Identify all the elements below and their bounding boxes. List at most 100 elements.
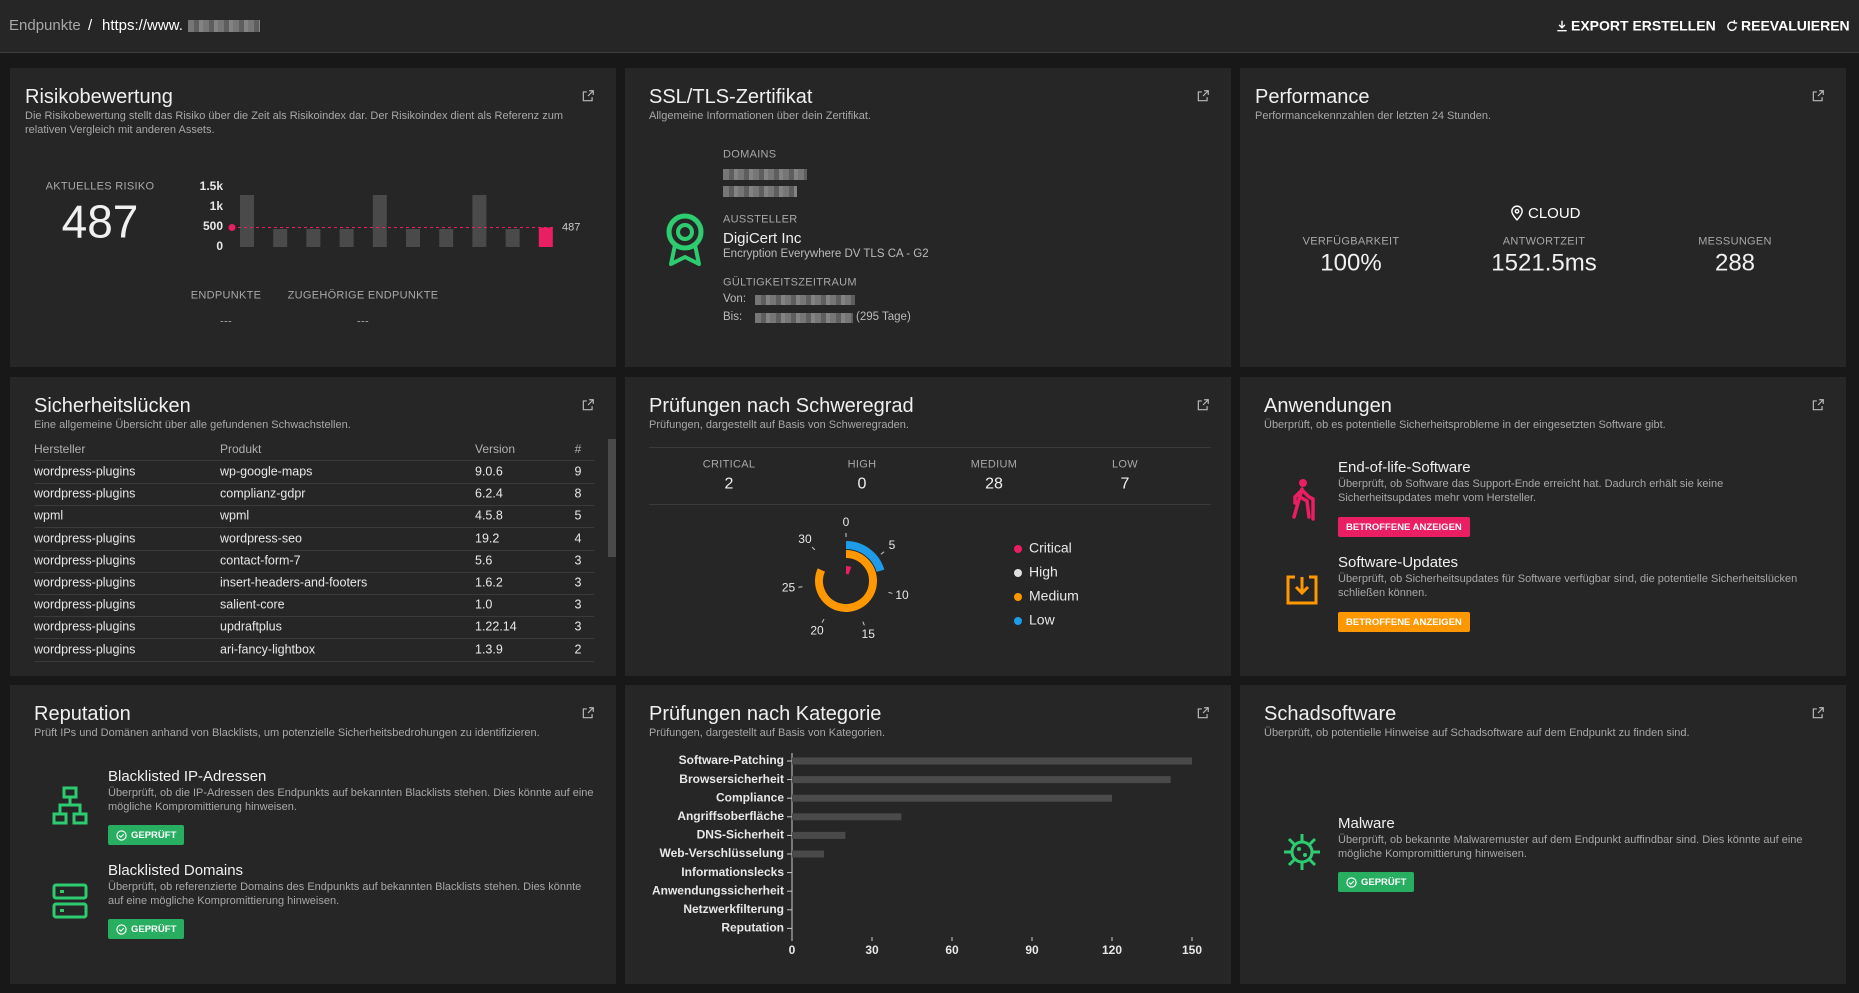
category-label: Software-Patching <box>679 753 784 767</box>
open-details-shape[interactable] <box>582 399 594 411</box>
table-cell: 8 <box>574 486 582 501</box>
open-details-shape[interactable] <box>1196 398 1210 412</box>
metric-label: VERFÜGBARKEIT <box>1302 235 1400 248</box>
check-icon[interactable] <box>1346 876 1357 888</box>
panel-description: Prüfungen, dargestellt auf Basis von Sch… <box>649 419 909 431</box>
open-details-shape[interactable] <box>1196 706 1210 720</box>
open-details-shape[interactable] <box>582 707 594 719</box>
check-icon[interactable] <box>116 923 127 935</box>
export-icon-shape[interactable] <box>1555 19 1569 33</box>
table-cell: wordpress-seo <box>220 531 302 546</box>
open-details[interactable] <box>1811 89 1825 103</box>
panel-description: Die Risikobewertung stellt das Risiko üb… <box>25 110 564 137</box>
certificate-icon <box>663 212 707 268</box>
open-details-shape[interactable] <box>581 398 595 412</box>
metric-label: MESSUNGEN <box>1698 235 1772 248</box>
panel-title: SSL/TLS-Zertifikat <box>649 86 813 108</box>
check-icon[interactable] <box>116 829 127 841</box>
angular-tick-label: 30 <box>798 532 812 546</box>
show-affected-button[interactable]: BETROFFENE ANZEIGEN <box>1338 517 1470 537</box>
open-details-shape[interactable] <box>1811 706 1825 720</box>
open-details[interactable] <box>1196 706 1210 720</box>
item-icon-shape <box>1297 847 1301 851</box>
export-icon[interactable] <box>1555 19 1569 33</box>
button-label[interactable]: GEPRÜFT <box>131 923 177 935</box>
summary-label: MEDIUM <box>970 458 1018 471</box>
panel-description: Überprüft, ob potentielle Hinweise auf S… <box>1264 727 1690 739</box>
category-bar <box>792 850 824 858</box>
open-details-shape[interactable] <box>581 706 595 720</box>
open-details-shape[interactable] <box>1197 90 1209 102</box>
tick-mark <box>821 618 825 623</box>
panel-description: Allgemeine Informationen über dein Zerti… <box>649 110 871 122</box>
metric-value: 100% <box>1320 249 1382 277</box>
open-details-shape[interactable] <box>1197 707 1209 719</box>
breadcrumb[interactable]: Endpunkte <box>9 17 81 34</box>
item-icon <box>1282 832 1322 872</box>
item-icon-shape <box>1284 834 1320 870</box>
export-button[interactable]: EXPORT ERSTELLEN <box>1571 17 1716 34</box>
open-details[interactable] <box>581 398 595 412</box>
open-details-shape[interactable] <box>1812 707 1824 719</box>
button-label[interactable]: GEPRÜFT <box>131 829 177 841</box>
angular-tick-label: 5 <box>889 538 896 552</box>
reevaluate-icon-shape[interactable] <box>1727 20 1738 32</box>
table-cell: 3 <box>574 553 582 568</box>
item-icon-shape <box>1286 575 1318 605</box>
open-details-shape[interactable] <box>582 90 594 102</box>
reevaluate-icon[interactable] <box>1725 19 1739 33</box>
table-row-line <box>34 483 594 484</box>
angular-tick-label: 15 <box>862 627 876 641</box>
open-details-shape[interactable] <box>1812 399 1824 411</box>
panel-description: Eine allgemeine Übersicht über alle gefu… <box>34 419 351 431</box>
button-label[interactable]: BETROFFENE ANZEIGEN <box>1346 521 1462 533</box>
check-icon[interactable] <box>116 923 127 935</box>
open-details[interactable] <box>581 706 595 720</box>
location-icon <box>1510 205 1524 221</box>
item-icon-shape <box>52 902 88 919</box>
summary-value: 2 <box>724 475 734 493</box>
export-icon-shape[interactable] <box>1557 20 1567 32</box>
category-label: Reputation <box>721 921 784 935</box>
open-details-shape[interactable] <box>1811 398 1825 412</box>
table-cell: 2 <box>574 642 582 657</box>
open-details[interactable] <box>1196 89 1210 103</box>
table-row-line <box>34 505 594 507</box>
open-details[interactable] <box>1811 706 1825 720</box>
column-header: # <box>574 441 582 456</box>
applications-panel: Anwendungen Überprüft, ob es potentielle … <box>1240 377 1846 676</box>
risk-bar <box>472 195 487 247</box>
table-cell: wordpress-plugins <box>34 575 136 590</box>
status-badge[interactable]: GEPRÜFT <box>1338 872 1415 892</box>
open-details-shape[interactable] <box>1812 90 1824 102</box>
check-icon[interactable] <box>1346 876 1357 888</box>
legend-marker <box>1014 593 1022 601</box>
open-details-shape[interactable] <box>1811 89 1825 103</box>
reevaluate-icon-shape[interactable] <box>1725 19 1739 33</box>
button-label[interactable]: BETROFFENE ANZEIGEN <box>1346 616 1462 628</box>
item-description: Überprüft, ob die IP-Adressen des Endpun… <box>108 787 594 814</box>
check-icon[interactable] <box>1348 880 1355 885</box>
open-details-shape[interactable] <box>1196 89 1210 103</box>
button-label[interactable]: GEPRÜFT <box>1361 876 1407 888</box>
check-icon[interactable] <box>118 927 125 932</box>
status-badge[interactable]: GEPRÜFT <box>108 825 185 845</box>
status-badge[interactable]: GEPRÜFT <box>108 919 185 939</box>
open-details[interactable] <box>1811 398 1825 412</box>
item-icon-shape <box>1303 853 1307 857</box>
check-icon[interactable] <box>116 829 127 841</box>
show-affected-button[interactable]: BETROFFENE ANZEIGEN <box>1338 612 1470 632</box>
table-cell: wordpress-plugins <box>34 619 136 634</box>
validity-label: GÜLTIGKEITSZEITRAUM <box>723 276 857 289</box>
open-details[interactable] <box>581 89 595 103</box>
severity-panel: Prüfungen nach Schweregrad Prüfungen, dar… <box>625 377 1231 676</box>
open-details-shape[interactable] <box>581 89 595 103</box>
check-icon[interactable] <box>118 833 125 838</box>
reevaluate-button[interactable]: REEVALUIEREN <box>1741 17 1850 34</box>
open-details-shape[interactable] <box>1197 399 1209 411</box>
item-icon-shape <box>1284 834 1320 870</box>
legend-label: Medium <box>1029 588 1079 604</box>
open-details[interactable] <box>1196 398 1210 412</box>
table-cell: wp-google-maps <box>220 464 313 479</box>
panel-description: Überprüft, ob es potentielle Sicherheits… <box>1264 419 1666 431</box>
